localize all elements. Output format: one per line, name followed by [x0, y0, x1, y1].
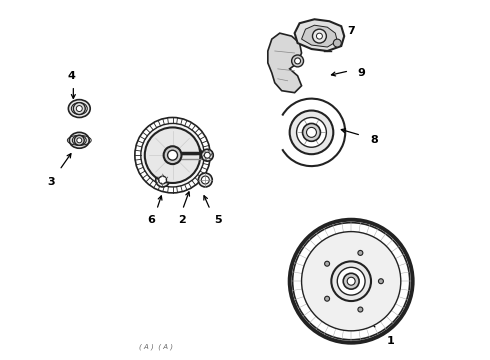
Polygon shape — [294, 19, 344, 51]
Circle shape — [293, 223, 410, 340]
Ellipse shape — [69, 100, 90, 117]
Circle shape — [358, 307, 363, 312]
Circle shape — [198, 173, 212, 187]
Circle shape — [204, 152, 210, 158]
Text: 2: 2 — [179, 215, 186, 225]
Circle shape — [313, 29, 326, 43]
Ellipse shape — [73, 135, 86, 145]
Circle shape — [294, 58, 300, 64]
Text: 3: 3 — [48, 177, 55, 187]
Circle shape — [378, 279, 383, 284]
Circle shape — [141, 123, 204, 187]
Circle shape — [76, 105, 82, 112]
Circle shape — [302, 123, 320, 141]
Circle shape — [164, 146, 181, 164]
Circle shape — [292, 55, 303, 67]
Text: 6: 6 — [147, 215, 155, 225]
Circle shape — [296, 117, 326, 147]
Ellipse shape — [72, 103, 87, 114]
Circle shape — [290, 220, 413, 343]
Circle shape — [156, 173, 170, 187]
Circle shape — [347, 277, 355, 285]
Circle shape — [358, 251, 363, 255]
Text: 7: 7 — [347, 26, 355, 36]
Circle shape — [343, 273, 359, 289]
Circle shape — [324, 296, 330, 301]
Text: 5: 5 — [215, 215, 222, 225]
Circle shape — [77, 138, 82, 143]
Circle shape — [337, 267, 365, 295]
Ellipse shape — [70, 132, 89, 148]
Circle shape — [317, 33, 322, 39]
Circle shape — [159, 176, 167, 184]
Circle shape — [333, 39, 341, 47]
Polygon shape — [301, 25, 337, 47]
Circle shape — [201, 149, 213, 161]
Circle shape — [74, 135, 84, 145]
Circle shape — [324, 261, 330, 266]
Circle shape — [145, 127, 200, 183]
Text: 1: 1 — [387, 336, 395, 346]
Circle shape — [307, 127, 317, 137]
Text: 4: 4 — [68, 71, 75, 81]
Text: ( A )  ( A ): ( A ) ( A ) — [139, 343, 172, 350]
Polygon shape — [268, 33, 301, 93]
Circle shape — [201, 176, 209, 184]
Circle shape — [74, 103, 85, 114]
Text: 8: 8 — [370, 135, 378, 145]
Circle shape — [301, 231, 401, 331]
Circle shape — [290, 111, 333, 154]
Circle shape — [168, 150, 177, 160]
Text: 9: 9 — [357, 68, 365, 78]
Circle shape — [331, 261, 371, 301]
